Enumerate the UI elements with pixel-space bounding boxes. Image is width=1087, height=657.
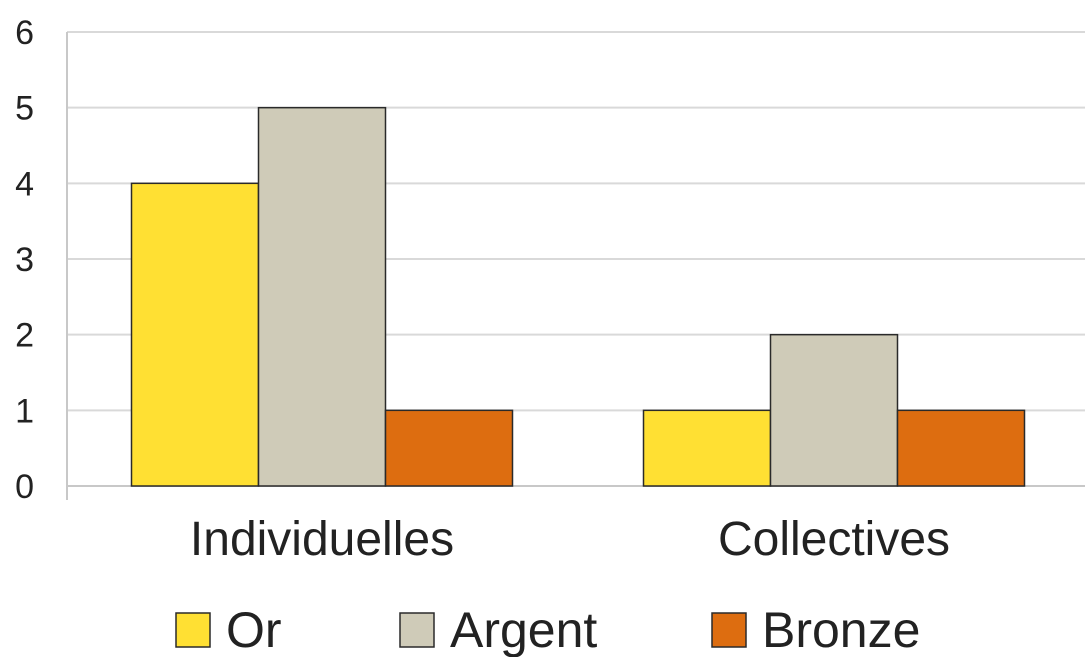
category-label: Collectives <box>718 513 950 566</box>
legend-label: Bronze <box>762 602 920 657</box>
y-axis-tick-labels: 0 1 2 3 4 5 6 <box>15 14 34 506</box>
legend-swatch <box>399 612 435 648</box>
legend-item-argent: Argent <box>399 602 597 657</box>
bar-argent-collectives <box>769 333 899 487</box>
bar-bronze-collectives <box>896 409 1026 487</box>
legend-swatch <box>175 612 211 648</box>
legend-swatch <box>711 612 747 648</box>
bar-or-individuelles <box>130 182 260 487</box>
legend-item-or: Or <box>175 602 282 657</box>
y-tick-label: 3 <box>15 241 34 279</box>
bar-bronze-individuelles <box>384 409 514 487</box>
bar-argent-individuelles <box>257 106 387 487</box>
y-tick-label: 1 <box>15 392 34 430</box>
category-label: Individuelles <box>190 513 454 566</box>
x-axis-category-labels: Individuelles Collectives <box>190 513 950 566</box>
bars <box>130 106 1026 487</box>
bar-or-collectives <box>642 409 772 487</box>
legend-item-bronze: Bronze <box>711 602 920 657</box>
legend-label: Argent <box>450 602 597 657</box>
y-tick-label: 5 <box>15 90 34 128</box>
legend: Or Argent Bronze <box>175 602 920 657</box>
legend-label: Or <box>226 602 282 657</box>
y-tick-label: 0 <box>15 468 34 506</box>
y-tick-label: 6 <box>15 14 34 52</box>
y-tick-label: 4 <box>15 165 34 203</box>
y-tick-label: 2 <box>15 317 34 355</box>
